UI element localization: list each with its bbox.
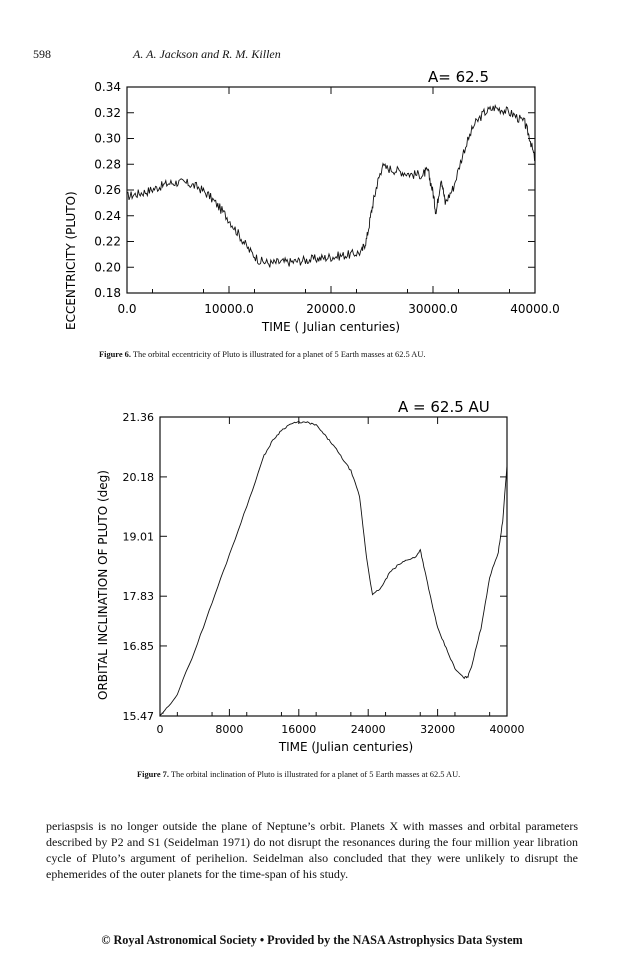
f7-y-tick-label: 16.85: [123, 640, 155, 653]
figure6-caption-text: The orbital eccentricity of Pluto is ill…: [132, 350, 426, 359]
f6-y-tick-label: 0.28: [94, 157, 121, 171]
f7-x-tick-label: 32000: [420, 723, 455, 736]
figure6-x-tick-labels: 0.0 10000.0 20000.0 30000.0 40000.0: [117, 302, 559, 316]
figure6-caption: Figure 6. The orbital eccentricity of Pl…: [99, 350, 426, 359]
f7-y-tick-label: 19.01: [123, 530, 155, 543]
figure7-y-axis-label: ORBITAL INCLINATION OF PLUTO (deg): [96, 470, 110, 700]
f6-y-tick-label: 0.32: [94, 106, 121, 120]
f6-x-tick-label: 30000.0: [408, 302, 458, 316]
f7-x-tick-label: 24000: [351, 723, 386, 736]
figure6-chart: A= 62.5 0.34 0.32 0.30 0.28 0.26 0.24 0.22 0.20…: [64, 68, 560, 334]
f6-y-tick-label: 0.22: [94, 235, 121, 249]
figure6-plot-frame: [126, 86, 536, 294]
figure6-eccentricity-line: [126, 104, 536, 268]
f6-x-tick-label: 10000.0: [204, 302, 254, 316]
figure7-y-tick-labels: 21.36 20.18 19.01 17.83 16.85 15.47: [123, 411, 155, 723]
figure7-plot-frame: [159, 416, 508, 717]
f7-y-tick-label: 20.18: [123, 471, 155, 484]
f6-y-tick-label: 0.24: [94, 209, 121, 223]
figure6-x-ticks: [126, 87, 536, 293]
figure6-y-tick-labels: 0.34 0.32 0.30 0.28 0.26 0.24 0.22 0.20 0.18: [94, 80, 121, 300]
figure7-y-ticks: [160, 416, 507, 717]
figure7-caption: Figure 7. The orbital inclination of Plu…: [137, 770, 460, 779]
f6-x-tick-label: 0.0: [117, 302, 136, 316]
f6-x-tick-label: 20000.0: [306, 302, 356, 316]
figure7-inclination-line: [159, 420, 508, 717]
figure6-caption-label: Figure 6.: [99, 350, 131, 359]
figure6-x-axis-label: TIME ( Julian centuries): [261, 320, 400, 334]
running-head: 598 A. A. Jackson and R. M. Killen: [33, 47, 281, 62]
figure6-y-ticks: [127, 86, 535, 294]
f6-y-tick-label: 0.30: [94, 132, 121, 146]
f7-y-tick-label: 21.36: [123, 411, 155, 424]
figure7-x-axis-label: TIME (Julian centuries): [278, 740, 413, 754]
f7-x-tick-label: 16000: [281, 723, 316, 736]
body-paragraph: periaspsis is no longer outside the plan…: [46, 819, 578, 881]
f7-x-tick-label: 40000: [490, 723, 525, 736]
figure7-caption-label: Figure 7.: [137, 770, 169, 779]
figure6-annotation: A= 62.5: [428, 68, 489, 86]
f6-y-tick-label: 0.18: [94, 286, 121, 300]
running-head-authors: A. A. Jackson and R. M. Killen: [133, 47, 281, 61]
f6-x-tick-label: 40000.0: [510, 302, 560, 316]
figure6-y-axis-label: ECCENTRICITY (PLUTO): [64, 191, 78, 330]
footer-credit: © Royal Astronomical Society • Provided …: [101, 933, 523, 947]
f6-y-tick-label: 0.34: [94, 80, 121, 94]
figure7-annotation: A = 62.5 AU: [398, 398, 490, 416]
f7-x-tick-label: 8000: [215, 723, 243, 736]
figure7-x-ticks: [159, 417, 508, 716]
figure7-caption-text: The orbital inclination of Pluto is illu…: [170, 770, 461, 779]
f7-y-tick-label: 15.47: [123, 710, 155, 723]
f6-y-tick-label: 0.26: [94, 183, 121, 197]
f7-x-tick-label: 0: [157, 723, 164, 736]
f7-y-tick-label: 17.83: [123, 590, 155, 603]
figure7-x-tick-labels: 0 8000 16000 24000 32000 40000: [157, 723, 525, 736]
page-number: 598: [33, 47, 51, 61]
f6-y-tick-label: 0.20: [94, 260, 121, 274]
figure7-chart: A = 62.5 AU 21.36 20.18 19.01 17.83 16.85 15.…: [96, 398, 525, 754]
